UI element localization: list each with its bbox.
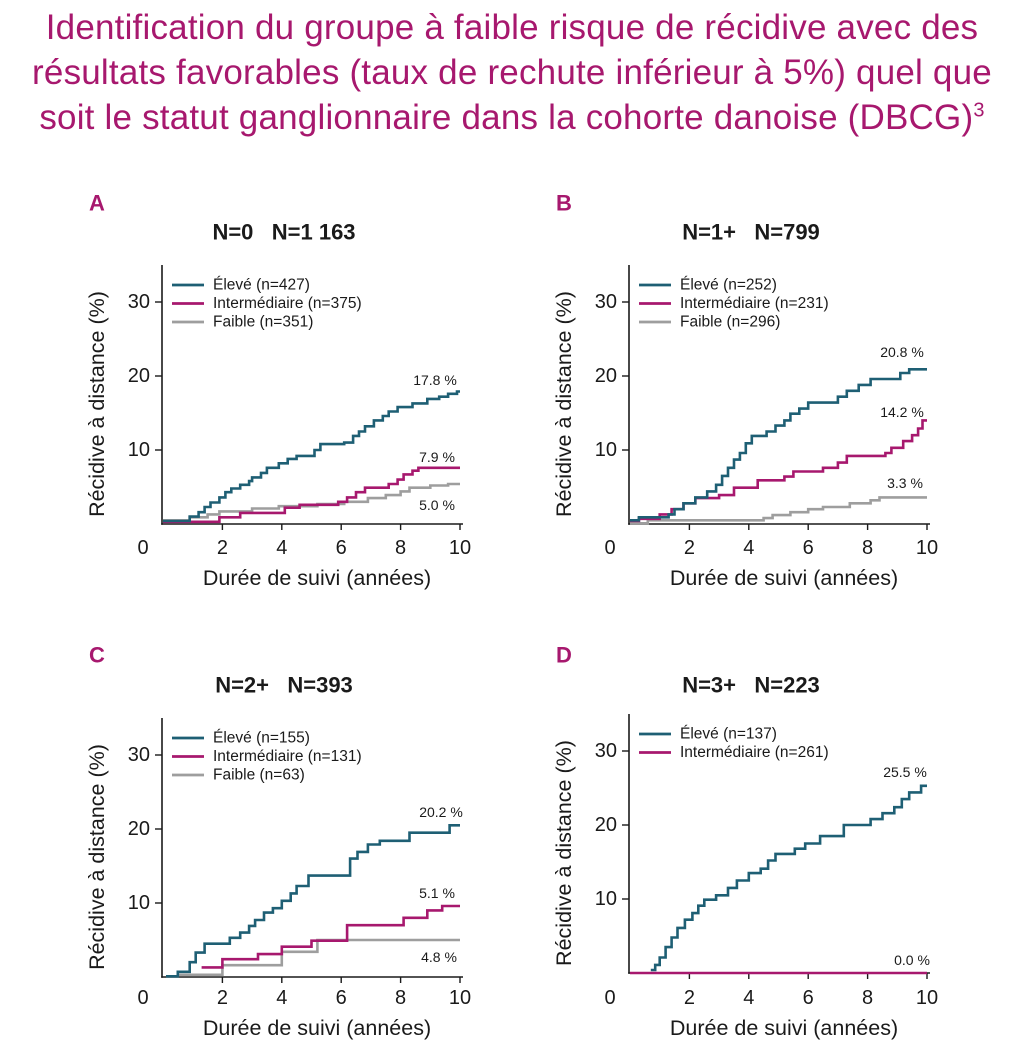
series-line-faible — [177, 938, 460, 977]
y-tick-label: 30 — [595, 740, 617, 762]
x-tick-label: 8 — [862, 987, 873, 1009]
legend-label-eleve: Élevé (n=137) — [680, 726, 777, 743]
legend-label-faible: Faible (n=63) — [213, 767, 305, 784]
x-tick-label: 10 — [449, 537, 471, 559]
legend-label-faible: Faible (n=296) — [680, 314, 780, 331]
legend-label-intermediaire: Intermédiaire (n=375) — [213, 295, 362, 312]
title-footnote-marker: 3 — [973, 99, 985, 122]
panel-a: A N=0 N=1 163 10 20 30 2 4 6 8 10 0 Durée de suivi … — [85, 191, 471, 591]
origin-label: 0 — [604, 537, 615, 559]
x-tick-label: 4 — [743, 537, 754, 559]
panel-b: B N=1+ N=799 10 20 30 2 4 6 8 10 0 Durée de suivi (… — [552, 191, 938, 591]
end-label-intermediaire: 14.2 % — [880, 404, 924, 420]
origin-label: 0 — [137, 537, 148, 559]
panel-d: D N=3+ N=223 10 20 30 2 4 6 8 10 0 Durée de suivi (… — [552, 643, 938, 1041]
legend-label-intermediaire: Intermédiaire (n=131) — [213, 748, 362, 765]
series-line-intermediaire — [630, 419, 927, 523]
x-tick-label: 2 — [684, 537, 695, 559]
series-line-eleve — [630, 368, 927, 522]
series-line-faible — [163, 482, 460, 522]
y-tick-label: 30 — [128, 744, 150, 766]
panel-letter: B — [556, 191, 572, 216]
x-tick-label: 8 — [395, 987, 406, 1009]
end-label-eleve: 17.8 % — [413, 372, 457, 388]
x-tick-label: 6 — [803, 537, 814, 559]
end-label-intermediaire: 5.1 % — [419, 885, 455, 901]
x-axis-label: Durée de suivi (années) — [203, 1016, 431, 1040]
series-line-eleve — [163, 390, 460, 523]
panel-letter: D — [556, 643, 572, 668]
y-tick-label: 10 — [128, 892, 150, 914]
series-line-intermediaire — [201, 904, 460, 969]
x-tick-label: 8 — [862, 537, 873, 559]
x-tick-label: 2 — [217, 537, 228, 559]
x-tick-label: 10 — [916, 987, 938, 1009]
end-label-faible: 5.0 % — [419, 497, 455, 513]
x-tick-label: 8 — [395, 537, 406, 559]
panel-title: N=1+ N=799 — [682, 220, 820, 245]
legend-label-eleve: Élevé (n=252) — [680, 277, 777, 294]
x-tick-label: 6 — [336, 987, 347, 1009]
end-label-intermediaire: 0.0 % — [894, 952, 930, 968]
legend-label-eleve: Élevé (n=427) — [213, 277, 310, 294]
series-line-intermediaire — [163, 466, 460, 524]
end-label-faible: 3.3 % — [887, 475, 923, 491]
legend-label-intermediaire: Intermédiaire (n=231) — [680, 295, 829, 312]
y-tick-label: 30 — [128, 291, 150, 313]
series-line-eleve — [650, 784, 927, 972]
title-line-3: soit le statut ganglionnaire dans la coh… — [0, 95, 1024, 140]
legend-label-eleve: Élevé (n=155) — [213, 730, 310, 747]
x-axis-label: Durée de suivi (années) — [670, 1016, 898, 1040]
x-tick-label: 10 — [916, 537, 938, 559]
series-line-faible — [630, 496, 927, 525]
y-tick-label: 30 — [595, 291, 617, 313]
x-tick-label: 6 — [336, 537, 347, 559]
y-tick-label: 20 — [128, 365, 150, 387]
panel-title: N=2+ N=393 — [215, 673, 353, 698]
y-axis-label: Récidive à distance (%) — [85, 744, 109, 970]
x-axis-label: Durée de suivi (années) — [670, 566, 898, 590]
legend: Élevé (n=427)Intermédiaire (n=375) Faible… — [172, 277, 362, 331]
x-tick-label: 4 — [276, 987, 287, 1009]
x-tick-label: 10 — [449, 987, 471, 1009]
end-label-intermediaire: 7.9 % — [419, 449, 455, 465]
series-line-eleve — [166, 824, 460, 978]
end-label-faible: 4.8 % — [421, 949, 457, 965]
y-tick-label: 20 — [595, 814, 617, 836]
legend-label-faible: Faible (n=351) — [213, 314, 313, 331]
x-tick-label: 4 — [276, 537, 287, 559]
x-tick-label: 6 — [803, 987, 814, 1009]
origin-label: 0 — [604, 987, 615, 1009]
origin-label: 0 — [137, 987, 148, 1009]
legend: Élevé (n=137)Intermédiaire (n=261) — [639, 726, 829, 761]
panel-letter: C — [89, 643, 105, 668]
x-tick-label: 2 — [217, 987, 228, 1009]
x-axis-label: Durée de suivi (années) — [203, 566, 431, 590]
y-tick-label: 10 — [595, 888, 617, 910]
page-title: Identification du groupe à faible risque… — [0, 5, 1024, 140]
x-tick-label: 4 — [743, 987, 754, 1009]
y-axis-label: Récidive à distance (%) — [85, 291, 109, 517]
legend: Élevé (n=155)Intermédiaire (n=131) Faible… — [172, 730, 362, 784]
y-axis-label: Récidive à distance (%) — [552, 740, 576, 966]
y-tick-label: 20 — [128, 818, 150, 840]
title-line-1: Identification du groupe à faible risque… — [45, 8, 979, 47]
legend: Élevé (n=252)Intermédiaire (n=231) Faible… — [639, 277, 829, 331]
panel-c: C N=2+ N=393 10 20 30 2 4 6 8 10 0 Durée de suivi (… — [85, 643, 471, 1041]
title-line-2: résultats favorables (taux de rechute in… — [32, 53, 992, 92]
y-tick-label: 10 — [128, 439, 150, 461]
x-tick-label: 2 — [684, 987, 695, 1009]
y-axis-label: Récidive à distance (%) — [552, 291, 576, 517]
panel-title: N=0 N=1 163 — [212, 220, 355, 245]
title-line-3-text: soit le statut ganglionnaire dans la coh… — [39, 98, 974, 137]
panel-letter: A — [89, 191, 105, 216]
end-label-eleve: 20.2 % — [419, 804, 463, 820]
end-label-eleve: 25.5 % — [883, 764, 927, 780]
y-tick-label: 10 — [595, 439, 617, 461]
y-tick-label: 20 — [595, 365, 617, 387]
end-label-eleve: 20.8 % — [880, 344, 924, 360]
panel-title: N=3+ N=223 — [682, 673, 820, 698]
legend-label-intermediaire: Intermédiaire (n=261) — [680, 744, 829, 761]
